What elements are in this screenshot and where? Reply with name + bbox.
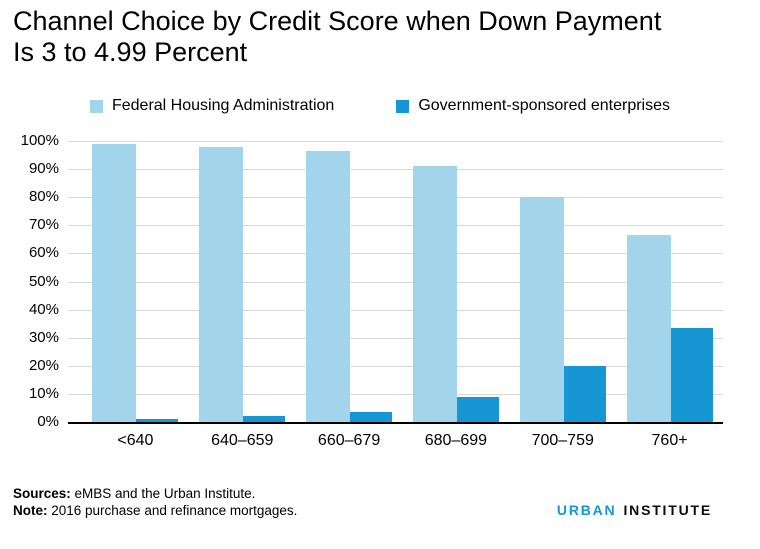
bar-gse-<640	[136, 419, 179, 422]
y-axis-label: 50%	[28, 272, 59, 290]
bar-group-640–659	[189, 141, 296, 422]
bar-fha-680–699	[412, 166, 457, 422]
sources-text: eMBS and the Urban Institute.	[70, 486, 256, 501]
legend-label: Government-sponsored enterprises	[418, 97, 671, 114]
y-axis-label: 80%	[28, 188, 59, 206]
legend-item-fha: Federal Housing Administration	[89, 97, 335, 115]
sources-line: Sources: eMBS and the Urban Institute.	[13, 486, 747, 503]
logo-institute: INSTITUTE	[623, 501, 712, 518]
x-axis-label: 660–679	[317, 432, 381, 449]
bar-fha-700–759	[519, 197, 564, 422]
gridline	[68, 225, 723, 227]
y-axis-label: 70%	[28, 216, 59, 234]
x-axis-label: 680–699	[424, 432, 488, 449]
legend-label: Federal Housing Administration	[111, 97, 335, 114]
bar-gse-640–659	[243, 416, 286, 422]
y-axis-label: 100%	[20, 132, 59, 149]
gridline	[68, 309, 723, 311]
bar-group-<640	[82, 141, 189, 422]
y-axis-label: 20%	[28, 356, 59, 374]
bar-gse-760+	[670, 327, 713, 422]
page-title: Channel Choice by Credit Score when Down…	[13, 6, 747, 68]
bar-fha-<640	[92, 143, 137, 422]
y-axis-label: 30%	[28, 328, 59, 346]
gridline	[68, 253, 723, 255]
chart-legend: Federal Housing Administration Government…	[0, 97, 760, 115]
sources-label: Sources:	[13, 486, 71, 501]
gridline	[68, 141, 723, 142]
bar-group-760+	[616, 141, 723, 422]
logo-urban: URBAN	[556, 501, 617, 518]
chart-footer: Sources: eMBS and the Urban Institute. N…	[13, 486, 747, 519]
gridline	[68, 393, 723, 395]
legend-swatch-gse	[396, 99, 410, 113]
gridline	[68, 197, 723, 199]
bars-layer	[82, 141, 723, 422]
bar-fha-760+	[626, 235, 671, 422]
y-axis-label: 90%	[28, 160, 59, 178]
legend-swatch-fha	[89, 99, 103, 113]
gridline	[68, 365, 723, 367]
bar-group-700–759	[509, 141, 616, 422]
y-axis-label: 0%	[37, 413, 59, 430]
gridline	[68, 337, 723, 339]
x-axis-labels: <640 640–659 660–679 680–699 700–759 760+	[82, 424, 723, 450]
bar-fha-660–679	[306, 150, 351, 422]
x-axis-label: <640	[117, 432, 154, 449]
title-line-2: Is 3 to 4.99 Percent	[13, 37, 248, 67]
bar-gse-660–679	[350, 412, 393, 422]
note-label: Note:	[13, 502, 48, 518]
bar-group-680–699	[402, 141, 509, 422]
bar-gse-700–759	[563, 365, 606, 422]
urban-institute-logo: URBAN INSTITUTE	[557, 502, 712, 519]
y-axis-label: 60%	[28, 244, 59, 262]
note-line: Note: 2016 purchase and refinance mortga…	[13, 503, 747, 520]
note-text: 2016 purchase and refinance mortgages.	[47, 502, 298, 518]
gridline	[68, 281, 723, 283]
x-axis-label: 760+	[651, 432, 688, 449]
y-axis-label: 10%	[28, 384, 59, 402]
bar-group-660–679	[296, 141, 403, 422]
y-axis-label: 40%	[28, 300, 59, 318]
gridline	[68, 169, 723, 171]
title-line-1: Channel Choice by Credit Score when Down…	[13, 6, 662, 36]
x-axis-label: 640–659	[211, 432, 274, 449]
x-axis-label: 700–759	[531, 432, 594, 449]
bar-gse-680–699	[456, 396, 499, 422]
bar-fha-640–659	[199, 146, 244, 422]
legend-item-gse: Government-sponsored enterprises	[396, 97, 670, 115]
chart-plot: 0% 10% 20% 30% 40% 50% 60% 70% 80% 90% 100%	[21, 133, 723, 429]
